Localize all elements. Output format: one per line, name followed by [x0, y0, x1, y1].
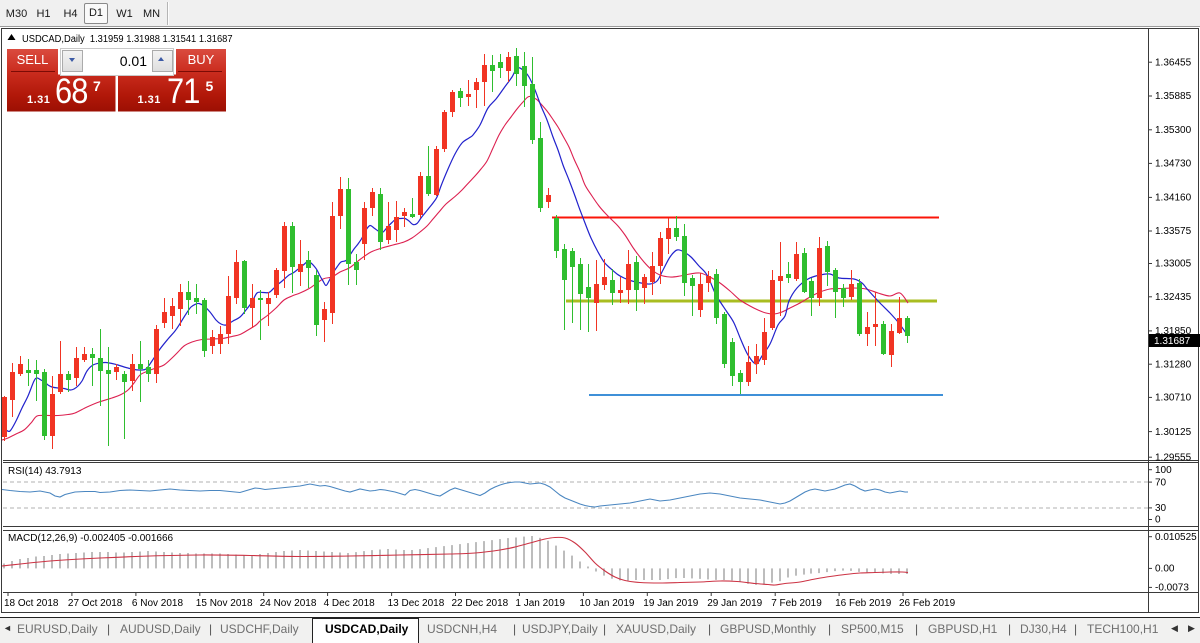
- svg-text:18 Oct 2018: 18 Oct 2018: [4, 598, 59, 609]
- svg-text:1 Jan 2019: 1 Jan 2019: [515, 598, 565, 609]
- svg-text:RSI(14) 43.7913: RSI(14) 43.7913: [8, 466, 82, 477]
- svg-text:1.30125: 1.30125: [1155, 427, 1192, 438]
- svg-text:27 Oct 2018: 27 Oct 2018: [68, 598, 123, 609]
- svg-text:1.36455: 1.36455: [1155, 57, 1192, 68]
- svg-text:10 Jan 2019: 10 Jan 2019: [579, 598, 634, 609]
- svg-text:1.29555: 1.29555: [1155, 452, 1192, 463]
- svg-text:4 Dec 2018: 4 Dec 2018: [324, 598, 376, 609]
- svg-text:0.010525: 0.010525: [1155, 532, 1197, 543]
- svg-text:1.31280: 1.31280: [1155, 359, 1192, 370]
- svg-text:16 Feb 2019: 16 Feb 2019: [835, 598, 892, 609]
- svg-text:0: 0: [1155, 515, 1161, 526]
- svg-text:1.30710: 1.30710: [1155, 393, 1192, 404]
- svg-text:1.31687: 1.31687: [1154, 336, 1191, 347]
- svg-text:100: 100: [1155, 465, 1172, 476]
- svg-text:0.00: 0.00: [1155, 564, 1175, 575]
- svg-text:15 Nov 2018: 15 Nov 2018: [196, 598, 253, 609]
- svg-text:6 Nov 2018: 6 Nov 2018: [132, 598, 184, 609]
- svg-text:29 Jan 2019: 29 Jan 2019: [707, 598, 762, 609]
- svg-text:30: 30: [1155, 503, 1167, 514]
- svg-text:1.34160: 1.34160: [1155, 193, 1192, 204]
- svg-text:19 Jan 2019: 19 Jan 2019: [643, 598, 698, 609]
- svg-text:USDCAD,Daily 1.31959 1.31988: USDCAD,Daily 1.31959 1.31988 1.31541 1.3…: [22, 34, 233, 46]
- svg-text:1.31850: 1.31850: [1155, 326, 1192, 337]
- svg-text:13 Dec 2018: 13 Dec 2018: [388, 598, 445, 609]
- svg-text:1.32435: 1.32435: [1155, 292, 1192, 303]
- svg-text:22 Dec 2018: 22 Dec 2018: [452, 598, 509, 609]
- svg-text:-0.0073: -0.0073: [1155, 583, 1189, 594]
- svg-text:1.35885: 1.35885: [1155, 91, 1192, 102]
- svg-text:26 Feb 2019: 26 Feb 2019: [899, 598, 956, 609]
- svg-text:1.35300: 1.35300: [1155, 125, 1192, 136]
- svg-text:MACD(12,26,9) -0.002405 -0.001: MACD(12,26,9) -0.002405 -0.001666: [8, 533, 174, 544]
- svg-text:1.33575: 1.33575: [1155, 226, 1192, 237]
- svg-text:70: 70: [1155, 477, 1167, 488]
- svg-text:7 Feb 2019: 7 Feb 2019: [771, 598, 822, 609]
- svg-text:24 Nov 2018: 24 Nov 2018: [260, 598, 317, 609]
- svg-text:1.33005: 1.33005: [1155, 259, 1192, 270]
- svg-text:1.34730: 1.34730: [1155, 159, 1192, 170]
